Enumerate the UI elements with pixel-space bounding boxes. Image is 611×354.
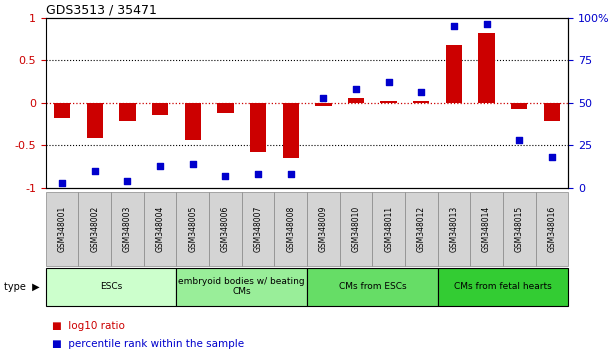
FancyBboxPatch shape	[177, 268, 307, 306]
Point	[123, 178, 133, 184]
Point	[188, 161, 197, 167]
Text: GDS3513 / 35471: GDS3513 / 35471	[46, 4, 156, 17]
Point	[221, 173, 230, 178]
Point	[90, 168, 100, 173]
Bar	[282, 103, 299, 158]
Point	[547, 154, 557, 160]
Bar	[119, 103, 136, 121]
Text: ESCs: ESCs	[100, 282, 122, 291]
Text: cell type  ▶: cell type ▶	[0, 282, 40, 292]
Bar	[511, 103, 527, 109]
Text: GSM348009: GSM348009	[319, 205, 328, 252]
FancyBboxPatch shape	[307, 268, 437, 306]
FancyBboxPatch shape	[470, 192, 503, 266]
Text: GSM348003: GSM348003	[123, 205, 132, 252]
Text: GSM348014: GSM348014	[482, 205, 491, 252]
Text: GSM348010: GSM348010	[351, 205, 360, 252]
FancyBboxPatch shape	[111, 192, 144, 266]
FancyBboxPatch shape	[209, 192, 242, 266]
Point	[286, 171, 296, 177]
FancyBboxPatch shape	[437, 192, 470, 266]
FancyBboxPatch shape	[242, 192, 274, 266]
FancyBboxPatch shape	[177, 192, 209, 266]
Bar	[315, 103, 332, 106]
Bar	[54, 103, 70, 118]
Point	[514, 137, 524, 143]
FancyBboxPatch shape	[307, 192, 340, 266]
FancyBboxPatch shape	[46, 192, 78, 266]
FancyBboxPatch shape	[340, 192, 372, 266]
Text: CMs from ESCs: CMs from ESCs	[338, 282, 406, 291]
Point	[351, 86, 361, 92]
Text: GSM348007: GSM348007	[254, 205, 263, 252]
Text: GSM348004: GSM348004	[156, 205, 164, 252]
FancyBboxPatch shape	[274, 192, 307, 266]
Bar	[250, 103, 266, 152]
Bar	[185, 103, 201, 140]
FancyBboxPatch shape	[78, 192, 111, 266]
Bar	[87, 103, 103, 138]
Bar	[446, 45, 462, 103]
Text: GSM348002: GSM348002	[90, 205, 100, 252]
Point	[253, 171, 263, 177]
Point	[155, 163, 165, 169]
Point	[318, 95, 328, 101]
Bar	[152, 103, 168, 115]
FancyBboxPatch shape	[144, 192, 177, 266]
Bar	[348, 98, 364, 103]
Point	[449, 23, 459, 29]
Bar	[478, 33, 495, 103]
Text: GSM348008: GSM348008	[286, 205, 295, 252]
Text: GSM348012: GSM348012	[417, 205, 426, 252]
FancyBboxPatch shape	[372, 192, 405, 266]
FancyBboxPatch shape	[536, 192, 568, 266]
Text: GSM348016: GSM348016	[547, 205, 557, 252]
FancyBboxPatch shape	[437, 268, 568, 306]
Text: GSM348011: GSM348011	[384, 205, 393, 252]
FancyBboxPatch shape	[405, 192, 437, 266]
FancyBboxPatch shape	[46, 268, 177, 306]
Point	[481, 22, 491, 27]
Point	[57, 180, 67, 185]
Text: GSM348013: GSM348013	[450, 205, 458, 252]
Text: GSM348015: GSM348015	[514, 205, 524, 252]
Text: ■  log10 ratio: ■ log10 ratio	[52, 321, 125, 331]
Point	[417, 90, 426, 95]
Bar	[218, 103, 233, 113]
Bar	[413, 101, 430, 103]
Text: GSM348001: GSM348001	[57, 205, 67, 252]
Bar	[544, 103, 560, 121]
Text: CMs from fetal hearts: CMs from fetal hearts	[454, 282, 552, 291]
Text: GSM348005: GSM348005	[188, 205, 197, 252]
Bar	[381, 101, 397, 103]
Text: embryoid bodies w/ beating
CMs: embryoid bodies w/ beating CMs	[178, 277, 305, 296]
FancyBboxPatch shape	[503, 192, 536, 266]
Text: GSM348006: GSM348006	[221, 205, 230, 252]
Point	[384, 79, 393, 85]
Text: ■  percentile rank within the sample: ■ percentile rank within the sample	[52, 339, 244, 349]
